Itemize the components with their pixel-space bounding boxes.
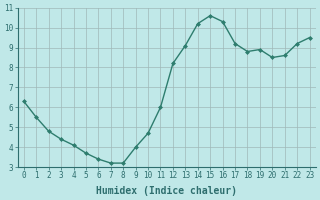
- X-axis label: Humidex (Indice chaleur): Humidex (Indice chaleur): [96, 186, 237, 196]
